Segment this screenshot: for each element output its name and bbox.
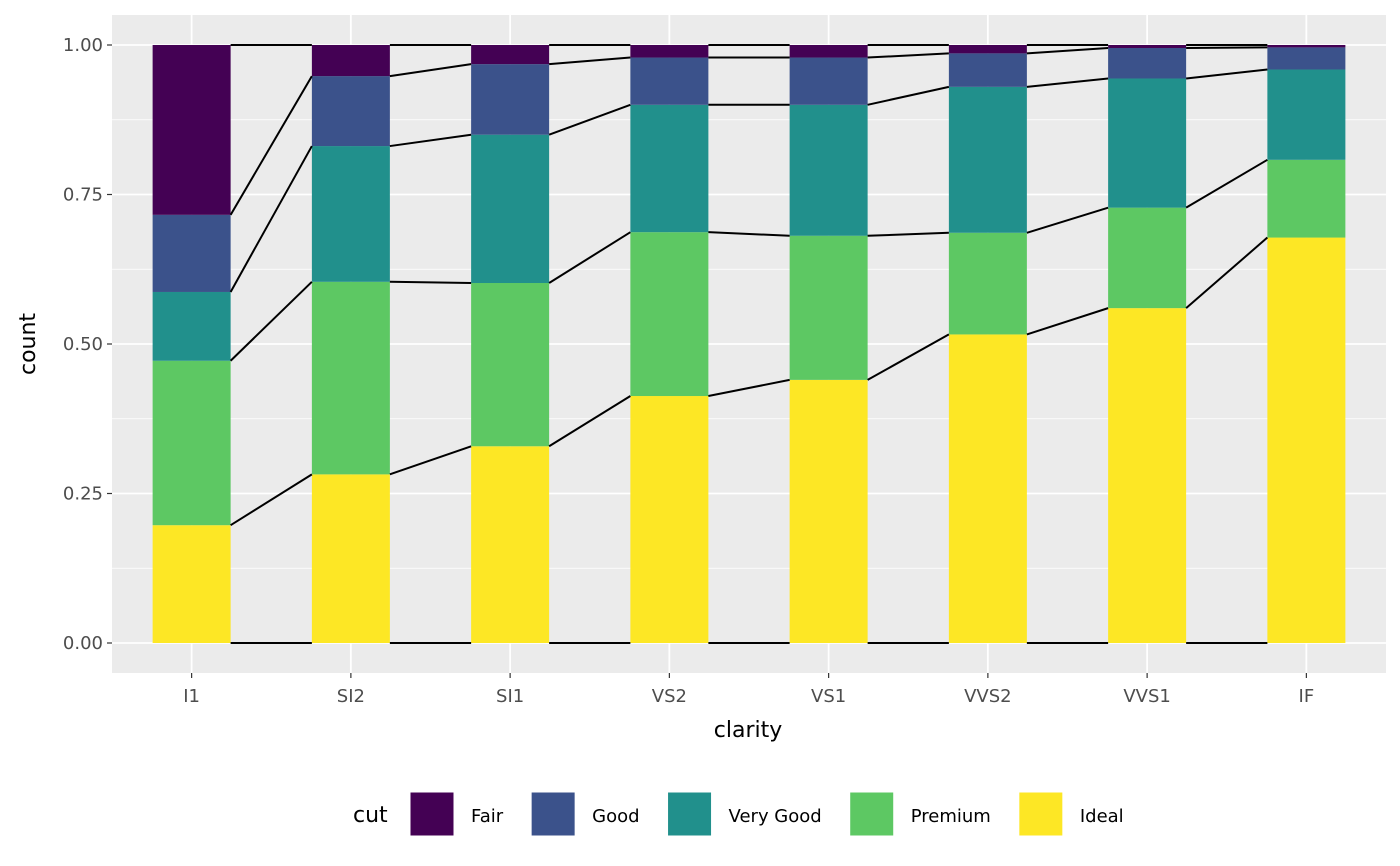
legend: cut Fair Good Very Good Premium Ideal [353,791,1124,837]
connector-line [548,395,631,448]
bar-segment-ideal-si1 [471,446,550,643]
x-tick-label: IF [1299,686,1315,707]
bar-segment-ideal-vs1 [789,379,868,643]
bar-segment-fair-si1 [471,45,550,65]
connector-line [708,231,790,237]
y-axis: 0.00 0.25 0.50 0.75 1.00 [63,35,112,654]
bar-segment-very-good-i1 [152,291,231,361]
bar-segment-premium-si2 [311,281,390,475]
connector-line [548,231,631,284]
connector-line [549,56,631,66]
bar-segment-premium-vs1 [789,235,868,380]
bar-segment-very-good-vvs2 [948,86,1027,233]
x-tick-label: VS1 [811,686,846,707]
bar-segment-fair-i1 [152,45,231,215]
bar-segment-ideal-if [1267,237,1346,643]
x-tick-label: SI1 [496,686,524,707]
connector-line [1185,158,1268,209]
x-tick-label: I1 [183,686,200,707]
bars [152,45,1346,643]
connector-line [389,133,472,148]
bar-segment-fair-si2 [311,45,390,77]
legend-key-good [530,791,576,837]
bar-segment-ideal-i1 [152,525,231,643]
bar-segment-premium-vvs2 [948,232,1027,335]
bar-segment-good-i1 [152,214,231,292]
connector-line [548,103,631,136]
bar-segment-fair-if [1267,45,1346,48]
bar-segment-very-good-vs1 [789,104,868,236]
bar-segment-good-vs1 [789,57,868,105]
x-axis: I1 SI2 SI1 VS2 VS1 VVS2 VVS1 IF [183,673,1314,707]
bar-segment-ideal-si2 [311,474,390,643]
connector-line [867,52,949,59]
legend-label: Very Good [729,806,822,827]
legend-label: Fair [471,806,504,827]
bar-segment-fair-vs1 [789,45,868,58]
legend-label: Ideal [1080,806,1124,827]
legend-label: Premium [911,806,991,827]
connector-lines [229,44,1269,644]
legend-title: cut [353,803,388,828]
bar-segment-very-good-vs2 [630,104,709,233]
bar-segment-premium-vvs1 [1108,207,1187,309]
connector-line [389,280,472,285]
y-tick-label: 1.00 [63,35,103,56]
bar-segment-good-si1 [471,64,550,135]
connector-line [1186,68,1268,80]
x-tick-label: VVS1 [1123,686,1171,707]
connector-line [1186,46,1268,49]
legend-key-ideal [1018,791,1064,837]
bar-segment-premium-i1 [152,360,231,526]
bar-segment-very-good-vvs1 [1108,78,1187,208]
x-axis-title: clarity [714,718,783,743]
connector-line [1026,77,1109,88]
bar-segment-fair-vvs2 [948,45,1027,54]
bar-segment-very-good-si1 [471,134,550,284]
y-tick-label: 0.50 [63,334,103,355]
y-tick-label: 0.25 [63,484,103,505]
connector-line [867,231,949,237]
connector-line [389,63,472,78]
bar-segment-good-vvs2 [948,53,1027,87]
connector-line [1026,46,1109,55]
connector-line [708,378,790,398]
connector-line [1026,206,1109,234]
bar-segment-premium-if [1267,159,1346,238]
bar-segment-premium-vs2 [630,232,709,397]
bar-segment-ideal-vvs1 [1108,308,1187,643]
bar-segment-very-good-si2 [311,146,390,282]
connector-line [867,85,950,106]
connector-line [229,75,313,216]
x-tick-label: SI2 [337,686,365,707]
y-tick-label: 0.75 [63,185,103,206]
bar-segment-fair-vvs1 [1108,45,1187,48]
bar-segment-ideal-vvs2 [948,334,1027,643]
legend-key-premium [849,791,895,837]
bar-segment-very-good-if [1267,69,1346,160]
bar-segment-fair-vs2 [630,45,709,58]
bar-segment-good-si2 [311,76,390,147]
x-tick-label: VS2 [652,686,687,707]
bar-segment-good-if [1267,47,1346,70]
x-tick-label: VVS2 [964,686,1012,707]
bar-segment-good-vvs1 [1108,47,1187,79]
y-tick-label: 0.00 [63,633,103,654]
connector-line [229,281,313,362]
bar-segment-ideal-vs2 [630,396,709,643]
bar-segment-good-vs2 [630,57,709,105]
connector-line [389,445,472,476]
legend-key-very-good [667,791,713,837]
bar-segment-premium-si1 [471,283,550,447]
y-axis-title: count [16,313,41,375]
legend-label: Good [592,806,639,827]
connector-line [867,333,950,381]
connector-line [230,473,313,527]
connector-line [1026,307,1109,336]
connector-line [1185,236,1269,309]
legend-key-fair [409,791,455,837]
connector-line [229,145,313,293]
